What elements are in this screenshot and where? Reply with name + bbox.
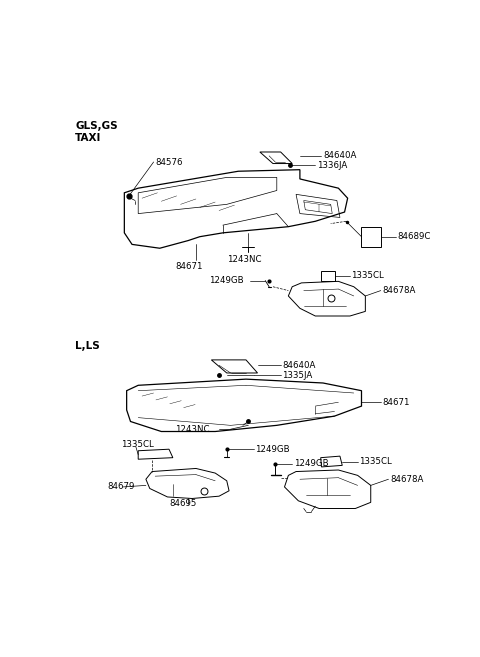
Text: 84576: 84576 <box>155 158 182 166</box>
Text: 84671: 84671 <box>382 397 410 407</box>
Text: 1243NC: 1243NC <box>227 254 261 263</box>
Text: 84678A: 84678A <box>390 475 423 484</box>
Text: 84679: 84679 <box>108 482 135 491</box>
Text: 84671: 84671 <box>175 262 203 271</box>
Text: 84689C: 84689C <box>398 232 431 241</box>
Text: 1335CL: 1335CL <box>121 440 154 449</box>
Text: L,LS: L,LS <box>75 340 100 351</box>
Text: 84678A: 84678A <box>382 286 416 295</box>
Text: 1249GB: 1249GB <box>209 276 244 285</box>
Text: 84640A: 84640A <box>323 151 356 160</box>
Text: 84695: 84695 <box>169 499 196 509</box>
Text: 1335CL: 1335CL <box>359 457 392 466</box>
Text: GLS,GS: GLS,GS <box>75 121 118 131</box>
Text: 1243NC: 1243NC <box>175 424 210 434</box>
Text: 1335CL: 1335CL <box>351 271 384 281</box>
Text: 1249GB: 1249GB <box>255 445 290 454</box>
Text: 84640A: 84640A <box>282 361 315 370</box>
Text: TAXI: TAXI <box>75 133 101 143</box>
Text: 1249GB: 1249GB <box>294 459 328 468</box>
Text: 1336JA: 1336JA <box>317 160 347 170</box>
Text: 1335JA: 1335JA <box>282 371 312 380</box>
